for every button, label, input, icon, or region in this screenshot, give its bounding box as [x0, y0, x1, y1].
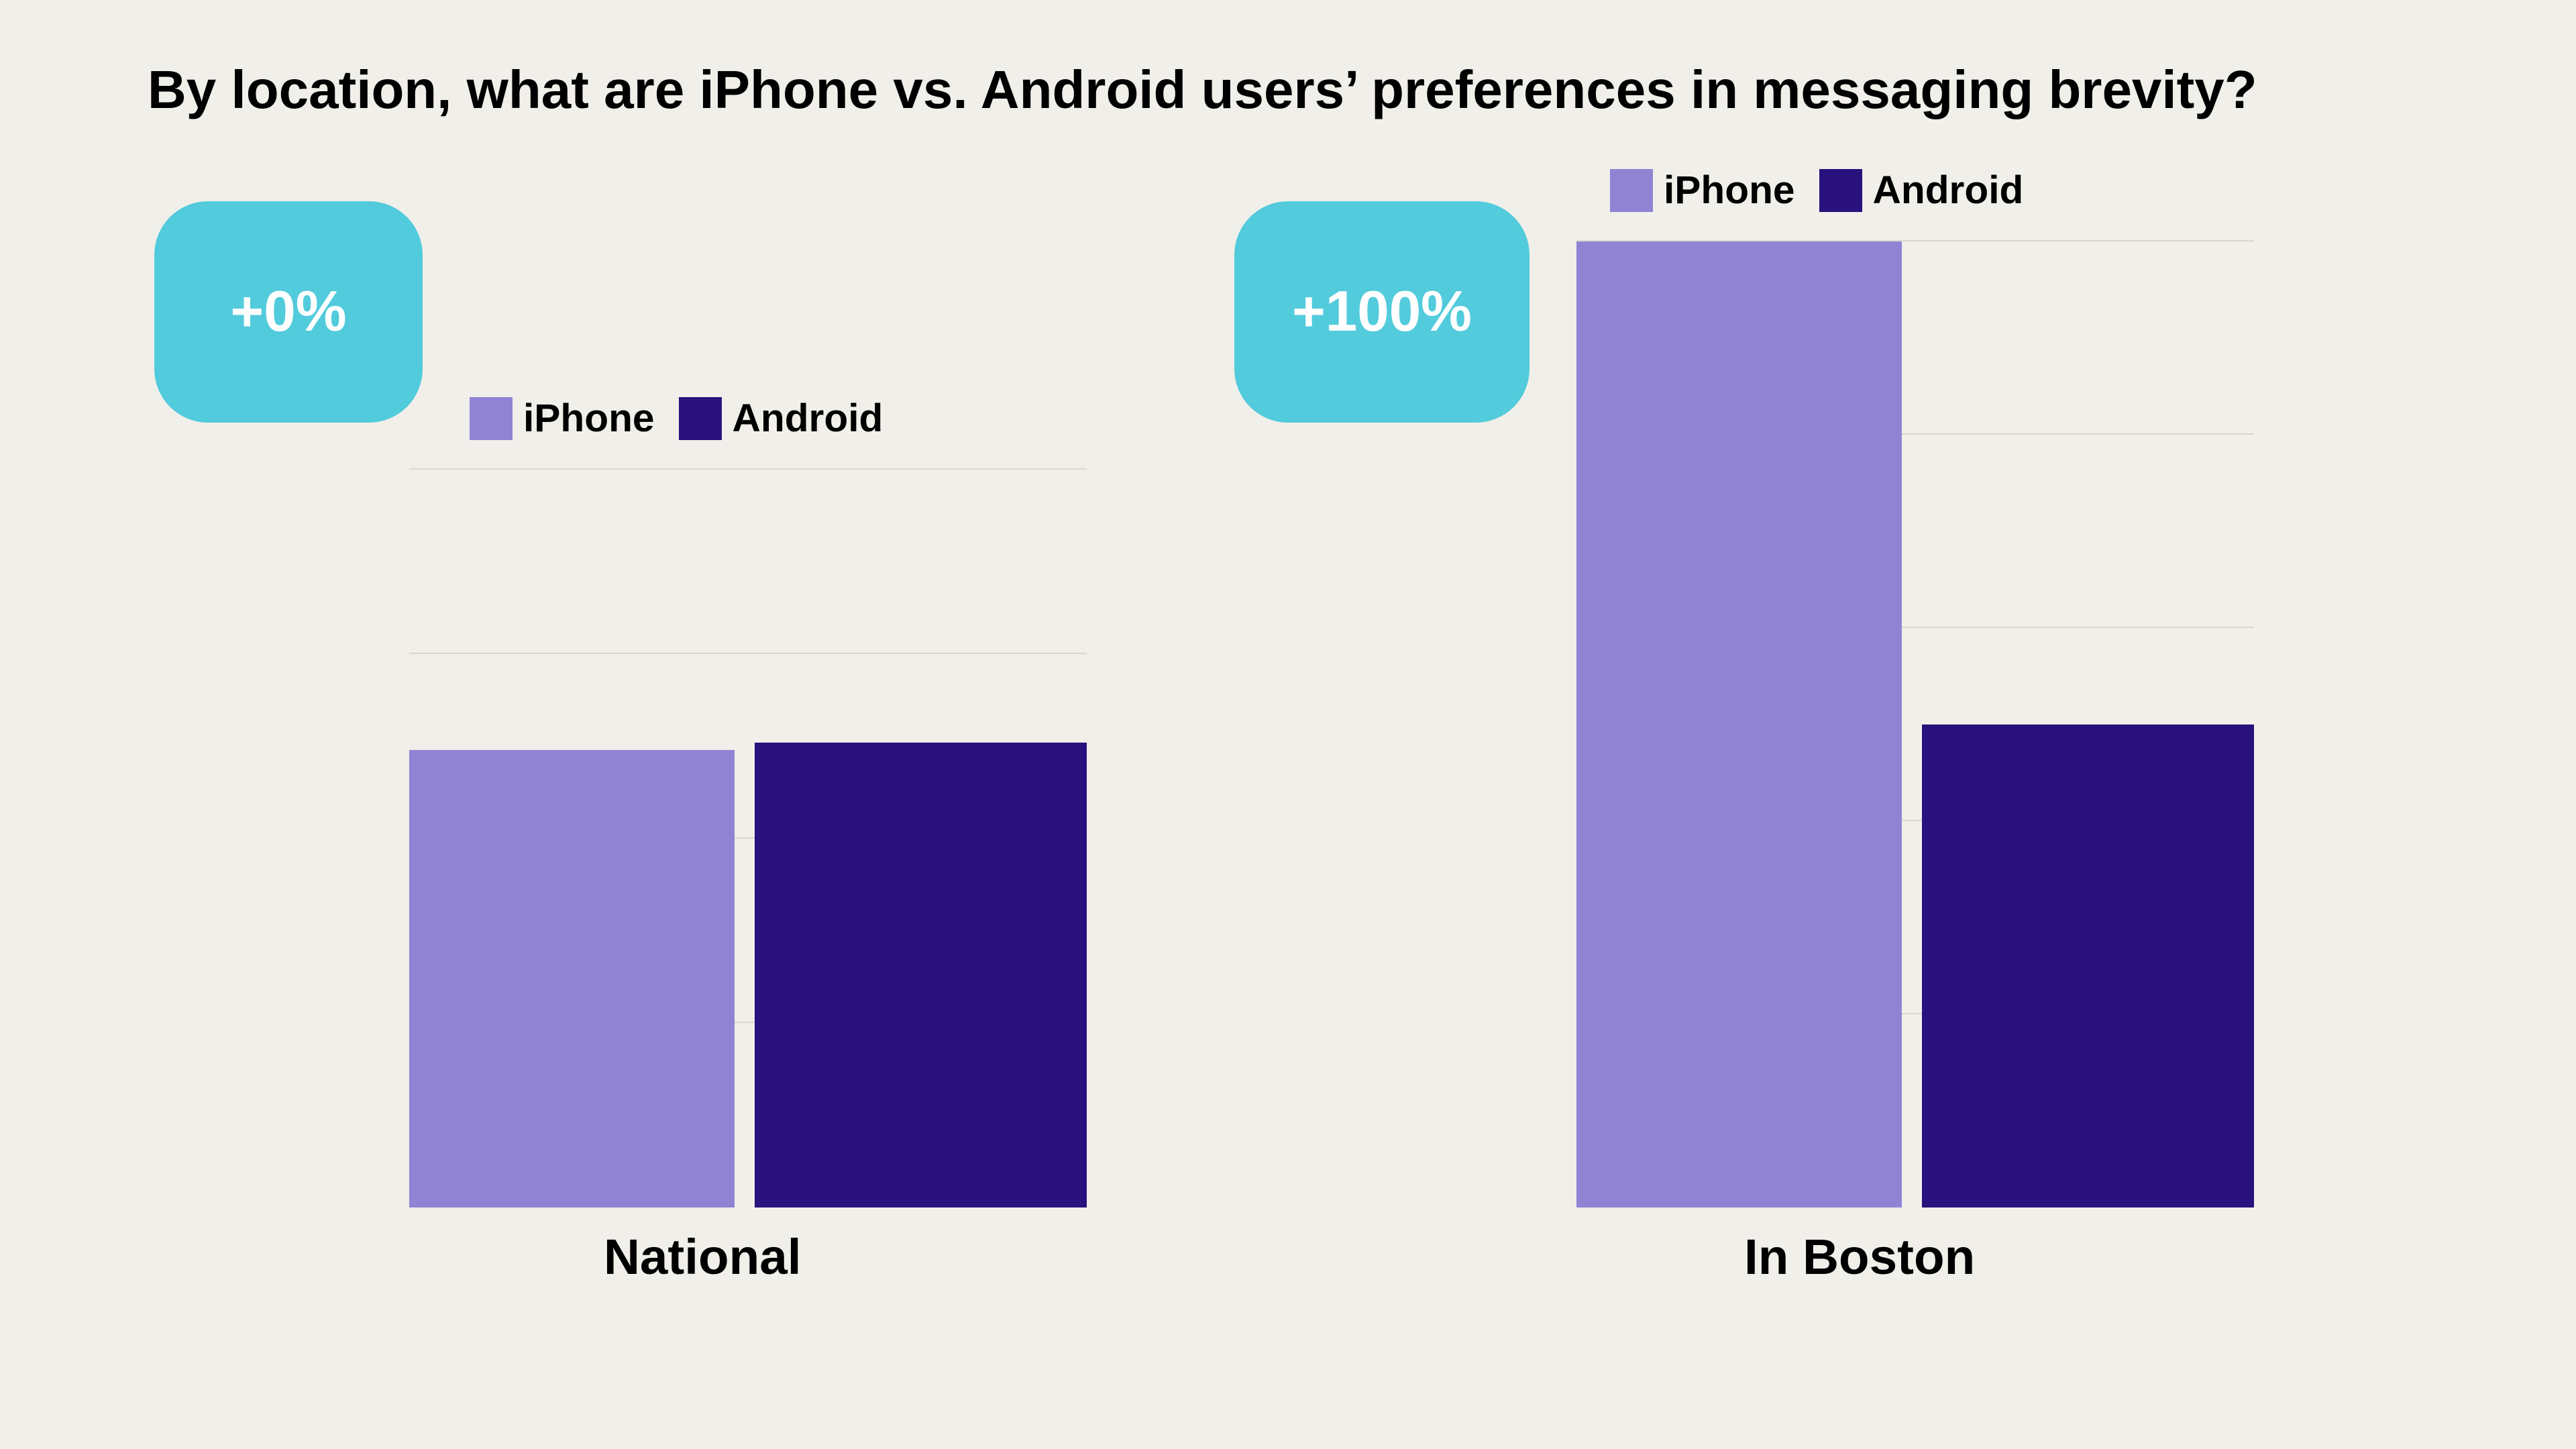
delta-badge-national: +0%: [154, 201, 423, 423]
chart-canvas: By location, what are iPhone vs. Android…: [0, 0, 2576, 1449]
bar-iphone: [409, 750, 735, 1208]
legend-national: iPhone Android: [470, 396, 883, 441]
plot-boston: [1576, 241, 2254, 1208]
legend-entry-iphone: iPhone: [470, 396, 655, 441]
legend-swatch-android: [1819, 169, 1862, 212]
gridline: [409, 468, 1087, 470]
legend-label-iphone: iPhone: [1664, 168, 1795, 213]
legend-label-android: Android: [733, 396, 883, 441]
legend-swatch-android: [679, 397, 722, 440]
legend-boston: iPhone Android: [1610, 168, 2023, 213]
gridline: [409, 653, 1087, 654]
delta-badge-boston: +100%: [1234, 201, 1529, 423]
legend-entry-iphone: iPhone: [1610, 168, 1795, 213]
xlabel-national: National: [604, 1228, 802, 1285]
bar-android: [1922, 724, 2254, 1208]
bar-android: [755, 743, 1087, 1208]
legend-swatch-iphone: [470, 397, 513, 440]
plot-national: [409, 470, 1087, 1208]
legend-label-android: Android: [1873, 168, 2024, 213]
bar-iphone: [1576, 241, 1902, 1208]
legend-entry-android: Android: [679, 396, 883, 441]
legend-entry-android: Android: [1819, 168, 2024, 213]
legend-label-iphone: iPhone: [523, 396, 655, 441]
xlabel-boston: In Boston: [1744, 1228, 1975, 1285]
chart-title: By location, what are iPhone vs. Android…: [148, 60, 2257, 119]
legend-swatch-iphone: [1610, 169, 1653, 212]
